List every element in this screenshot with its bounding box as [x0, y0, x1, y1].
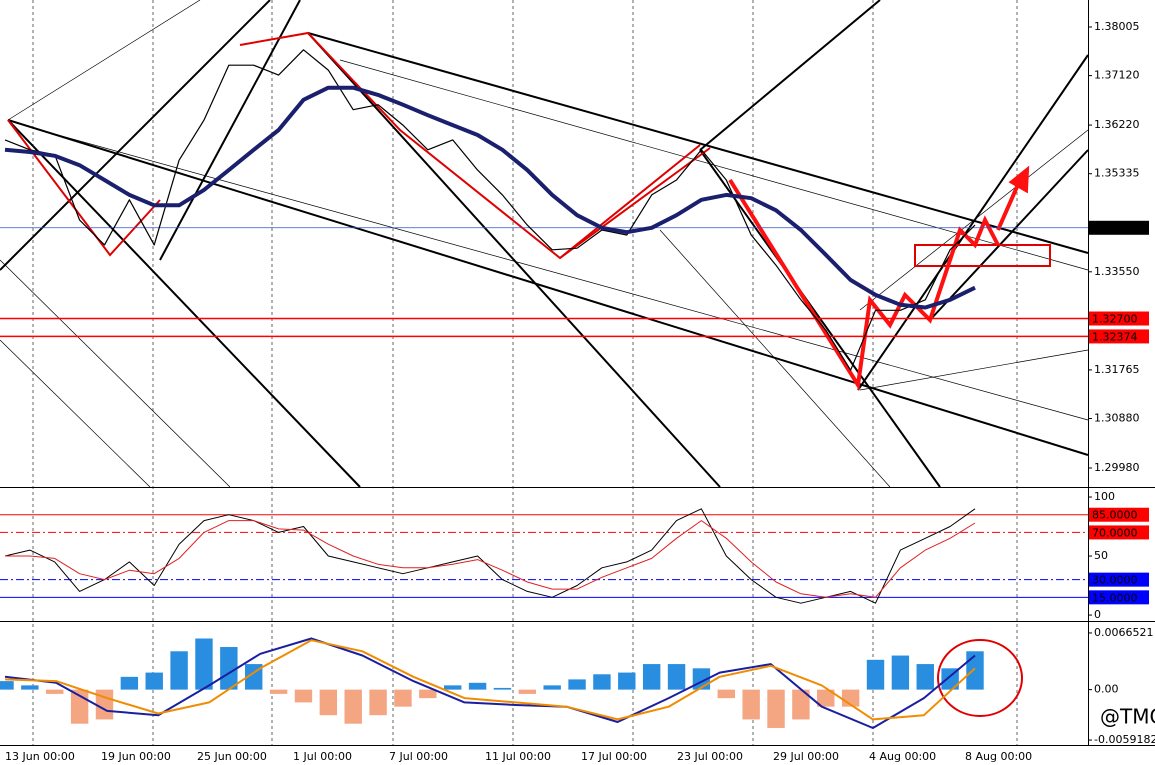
histogram-bar [419, 689, 437, 699]
level-label-box [1089, 507, 1149, 522]
y-tick-label: 0.00 [1094, 683, 1119, 696]
histogram-bar [916, 664, 934, 690]
fan-lines [0, 0, 1089, 488]
y-tick-label: -0.0059182 [1094, 733, 1155, 746]
y-tick-label: 1.38005 [1094, 20, 1140, 33]
histogram-bar [95, 689, 114, 720]
histogram-bar [742, 689, 760, 720]
level-label: 70.0000 [1092, 526, 1138, 539]
histogram-bar [518, 689, 537, 694]
x-tick-label: 23 Jul 00:00 [677, 750, 743, 763]
x-tick-label: 1 Jul 00:00 [293, 750, 352, 763]
x-tick-label: 29 Jul 00:00 [773, 750, 839, 763]
x-tick-label: 8 Aug 00:00 [965, 750, 1032, 763]
histogram-bar [891, 655, 910, 690]
y-tick-label: 1.30880 [1094, 412, 1140, 425]
histogram-bar [145, 672, 163, 690]
y-tick-label: 1.29980 [1094, 461, 1140, 474]
histogram-bar [717, 689, 735, 699]
histogram-bar [966, 651, 984, 690]
histogram-bar [642, 664, 661, 690]
level-label: 85.0000 [1092, 509, 1138, 522]
y-tick-label: 1.33550 [1094, 265, 1140, 278]
time-grid [32, 0, 1018, 745]
histogram-bar [0, 681, 14, 690]
histogram-bar [170, 651, 188, 690]
histogram-bar [394, 689, 412, 707]
histogram-bar [120, 676, 139, 690]
histogram-bar [443, 685, 462, 690]
y-tick-label: 1.31765 [1094, 363, 1140, 376]
y-tick-label: 100 [1094, 490, 1115, 503]
series-line [4, 639, 976, 721]
y-tick-label: 50 [1094, 549, 1108, 562]
x-tick-label: 7 Jul 00:00 [389, 750, 448, 763]
level-label: 1.32374 [1092, 330, 1138, 343]
y-tick-label: 1.35335 [1094, 167, 1140, 180]
histogram-bar [269, 689, 288, 694]
x-tick-label: 25 Jun 00:00 [197, 750, 267, 763]
watermark: @TMGM [1100, 705, 1155, 729]
y-tick-label: 0.0066521 [1094, 626, 1154, 639]
histogram-bar [618, 672, 636, 690]
histogram-bar [220, 647, 238, 690]
series-line [4, 85, 976, 310]
histogram-bar [468, 682, 487, 690]
x-tick-label: 17 Jul 00:00 [581, 750, 647, 763]
y-tick-label: 1.36220 [1094, 118, 1140, 131]
series-line [4, 49, 976, 371]
level-label: 30.0000 [1092, 574, 1138, 587]
series-line [5, 520, 976, 598]
series-line [4, 508, 976, 604]
level-label-box [1089, 572, 1149, 587]
x-tick-label: 19 Jun 00:00 [101, 750, 171, 763]
last-price-box [1089, 220, 1149, 235]
pattern-lines [7, 31, 1051, 717]
histogram-bar [543, 685, 561, 690]
histogram-bar [493, 687, 512, 690]
histogram-bar [792, 689, 810, 720]
histogram-bar [767, 689, 785, 728]
level-label: 1.32700 [1092, 313, 1138, 326]
histogram-bar [369, 689, 387, 716]
histogram-bar [568, 679, 586, 690]
series-line [4, 637, 976, 729]
histogram-bar [667, 664, 686, 690]
x-tick-label: 13 Jun 00:00 [5, 750, 75, 763]
histogram-bar [319, 689, 338, 716]
level-label-box [1089, 525, 1149, 540]
histogram-bar [195, 638, 213, 690]
x-tick-label: 4 Aug 00:00 [869, 750, 936, 763]
histogram-bar [593, 674, 611, 690]
level-label-box [1089, 590, 1149, 605]
histogram-bar [344, 689, 362, 724]
histogram-bar [866, 659, 885, 690]
histogram-bar [46, 689, 64, 694]
histogram-bar [817, 689, 835, 707]
histogram-bar [294, 689, 313, 703]
level-label-box [1089, 311, 1149, 326]
x-tick-label: 11 Jul 00:00 [485, 750, 551, 763]
y-tick-label: 0 [1094, 608, 1101, 621]
last-price-label: 1.34351 [1092, 222, 1138, 235]
histogram-bar [21, 685, 39, 690]
y-tick-label: 1.37120 [1094, 69, 1140, 82]
level-label: 15.0000 [1092, 591, 1138, 604]
level-label-box [1089, 329, 1149, 344]
